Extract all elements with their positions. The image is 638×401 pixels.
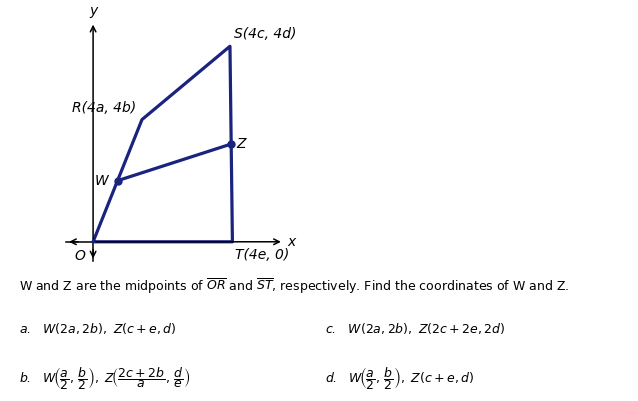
- Text: y: y: [89, 4, 97, 18]
- Text: Z: Z: [236, 137, 246, 151]
- Text: d.   $W\!\left(\dfrac{a}{2},\,\dfrac{b}{2}\right),\ Z(c+e, d)$: d. $W\!\left(\dfrac{a}{2},\,\dfrac{b}{2}…: [325, 365, 475, 392]
- Text: x: x: [288, 235, 296, 249]
- Text: b.   $W\!\left(\dfrac{a}{2},\,\dfrac{b}{2}\right),\ Z\!\left(\dfrac{2c+2b}{a},\,: b. $W\!\left(\dfrac{a}{2},\,\dfrac{b}{2}…: [19, 365, 190, 392]
- Text: W: W: [95, 174, 108, 188]
- Text: S(4c, 4d): S(4c, 4d): [234, 27, 296, 41]
- Text: a.   $W(2a, 2b),\ Z(c+e, d)$: a. $W(2a, 2b),\ Z(c+e, d)$: [19, 321, 177, 336]
- Text: W and Z are the midpoints of $\overline{OR}$ and $\overline{ST}$, respectively. : W and Z are the midpoints of $\overline{…: [19, 277, 570, 296]
- Text: T(4e, 0): T(4e, 0): [235, 248, 289, 261]
- Text: O: O: [75, 249, 85, 263]
- Text: c.   $W(2a, 2b),\ Z(2c+2e, 2d)$: c. $W(2a, 2b),\ Z(2c+2e, 2d)$: [325, 321, 506, 336]
- Text: R(4a, 4b): R(4a, 4b): [72, 101, 136, 115]
